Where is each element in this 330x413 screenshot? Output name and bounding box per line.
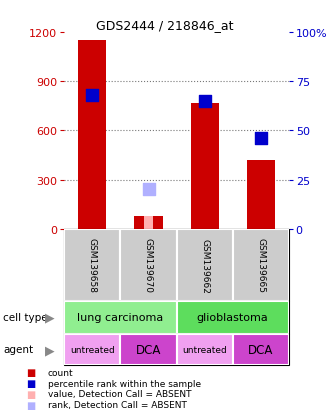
Text: GSM139658: GSM139658 bbox=[88, 238, 97, 293]
Bar bbox=[64, 334, 120, 366]
Text: rank, Detection Call = ABSENT: rank, Detection Call = ABSENT bbox=[48, 400, 187, 409]
Bar bbox=[64, 334, 289, 366]
Text: ▶: ▶ bbox=[45, 311, 54, 324]
Point bbox=[202, 98, 207, 105]
Bar bbox=[233, 229, 289, 301]
Text: lung carcinoma: lung carcinoma bbox=[77, 313, 164, 323]
Bar bbox=[177, 229, 233, 301]
Bar bbox=[191, 103, 218, 229]
Text: GSM139665: GSM139665 bbox=[256, 238, 265, 293]
Bar bbox=[120, 334, 177, 366]
Bar bbox=[64, 301, 289, 334]
Bar bbox=[144, 217, 153, 229]
Text: ■: ■ bbox=[26, 378, 36, 388]
Text: GDS2444 / 218846_at: GDS2444 / 218846_at bbox=[96, 19, 234, 31]
Text: DCA: DCA bbox=[248, 343, 273, 356]
Bar bbox=[247, 161, 275, 229]
Point bbox=[146, 187, 151, 193]
Bar bbox=[79, 41, 106, 229]
Bar bbox=[64, 301, 177, 334]
Text: cell type: cell type bbox=[3, 313, 48, 323]
Text: ▶: ▶ bbox=[45, 343, 54, 356]
Text: agent: agent bbox=[3, 344, 33, 355]
Point bbox=[258, 135, 263, 142]
Bar bbox=[177, 301, 289, 334]
Bar bbox=[177, 334, 233, 366]
Text: percentile rank within the sample: percentile rank within the sample bbox=[48, 379, 201, 388]
Text: untreated: untreated bbox=[182, 345, 227, 354]
Text: ■: ■ bbox=[26, 400, 36, 410]
Bar bbox=[64, 229, 120, 301]
Text: GSM139662: GSM139662 bbox=[200, 238, 209, 293]
Text: GSM139670: GSM139670 bbox=[144, 238, 153, 293]
Text: ■: ■ bbox=[26, 368, 36, 377]
Bar bbox=[64, 229, 289, 301]
Text: DCA: DCA bbox=[136, 343, 161, 356]
Text: value, Detection Call = ABSENT: value, Detection Call = ABSENT bbox=[48, 389, 191, 399]
Bar bbox=[233, 334, 289, 366]
Text: glioblastoma: glioblastoma bbox=[197, 313, 269, 323]
Point bbox=[90, 93, 95, 99]
Text: untreated: untreated bbox=[70, 345, 115, 354]
Text: count: count bbox=[48, 368, 74, 377]
Bar bbox=[135, 217, 162, 229]
Bar bbox=[120, 229, 177, 301]
Text: ■: ■ bbox=[26, 389, 36, 399]
